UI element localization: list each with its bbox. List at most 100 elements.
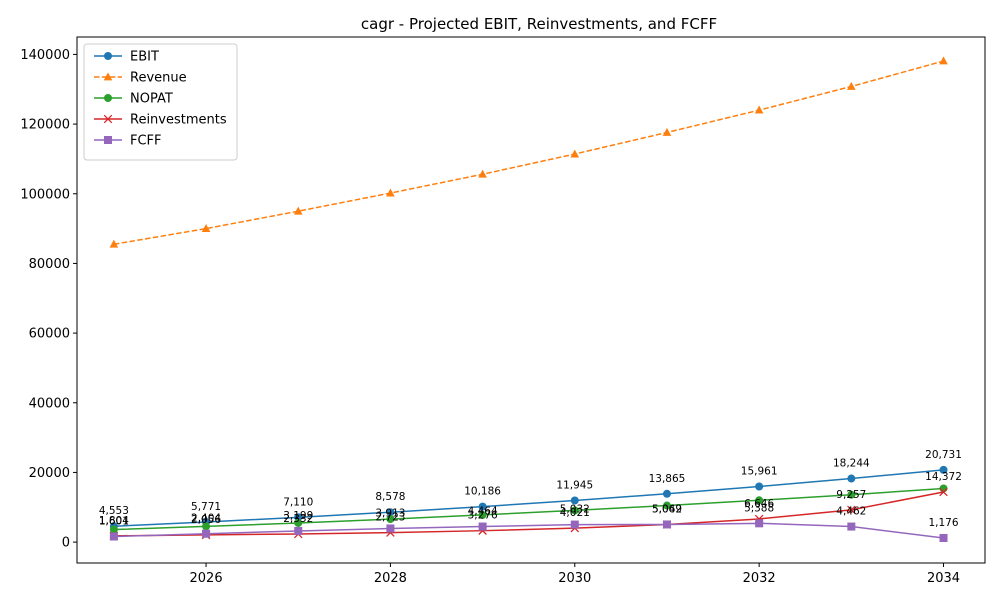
data-point-fcff bbox=[939, 534, 948, 543]
data-point-revenue bbox=[754, 105, 764, 114]
data-point-nopat bbox=[109, 525, 118, 534]
data-label-ebit: 10,186 bbox=[464, 486, 501, 498]
data-point-fcff bbox=[847, 522, 856, 531]
legend-item-reinvestments: Reinvestments bbox=[94, 113, 227, 128]
data-point-nopat bbox=[478, 510, 487, 519]
legend-item-ebit: EBIT bbox=[94, 50, 159, 65]
legend-item-fcff: FCFF bbox=[94, 134, 162, 149]
series-line-revenue bbox=[113, 60, 944, 246]
data-point-revenue bbox=[386, 188, 395, 197]
legend-label: Reinvestments bbox=[130, 113, 227, 128]
data-point-nopat bbox=[662, 501, 671, 510]
data-point-reinvestments bbox=[939, 487, 948, 497]
y-tick-label: 20000 bbox=[29, 466, 70, 481]
data-label-ebit: 20,731 bbox=[925, 449, 962, 461]
data-point-nopat bbox=[570, 506, 579, 515]
data-point-reinvestments bbox=[847, 505, 856, 515]
legend-marker bbox=[104, 94, 112, 102]
data-label-reinvestments: 5,049 bbox=[652, 504, 682, 516]
data-label-ebit: 18,244 bbox=[833, 458, 870, 470]
data-point-fcff bbox=[386, 524, 395, 533]
data-point-revenue bbox=[939, 56, 948, 65]
legend-item-revenue: Revenue bbox=[94, 71, 187, 86]
data-point-fcff bbox=[202, 529, 211, 538]
series-line-ebit bbox=[113, 469, 944, 527]
data-point-nopat bbox=[847, 490, 856, 499]
legend-label: Revenue bbox=[130, 71, 187, 86]
data-point-revenue bbox=[847, 81, 856, 90]
legend-marker bbox=[103, 72, 113, 81]
legend-label: EBIT bbox=[130, 50, 159, 65]
data-label-fcff: 5,062 bbox=[652, 503, 682, 515]
data-label-reinvestments: 2,723 bbox=[375, 512, 405, 524]
axes: 2026 2028 2030 2032 2034 0 20000 40000 60000 8000… bbox=[20, 48, 960, 586]
data-label-fcff: 1,601 bbox=[99, 516, 129, 528]
data-point-fcff bbox=[662, 520, 671, 529]
data-point-fcff bbox=[109, 532, 118, 541]
data-label-fcff: 4,464 bbox=[468, 506, 498, 518]
series-line-reinvestments bbox=[113, 491, 944, 537]
x-tick-label: 2028 bbox=[374, 571, 407, 586]
data-label-ebit: 7,110 bbox=[283, 496, 313, 508]
data-point-ebit bbox=[939, 465, 948, 474]
y-tick-label: 60000 bbox=[29, 327, 70, 342]
data-label-reinvestments: 2,332 bbox=[283, 513, 313, 525]
data-label-reinvestments: 3,276 bbox=[468, 510, 498, 522]
data-label-reinvestments: 14,372 bbox=[925, 471, 962, 483]
data-label-fcff: 5,388 bbox=[744, 502, 774, 514]
data-point-revenue bbox=[662, 127, 672, 136]
data-point-ebit bbox=[386, 508, 395, 517]
data-point-revenue bbox=[478, 169, 487, 178]
series-line-nopat bbox=[113, 487, 944, 531]
data-point-nopat bbox=[202, 522, 211, 531]
x-tick-label: 2030 bbox=[558, 571, 591, 586]
y-tick-label: 80000 bbox=[29, 257, 70, 272]
data-point-fcff bbox=[755, 519, 764, 528]
data-point-ebit bbox=[662, 489, 671, 498]
data-label-fcff: 5,032 bbox=[560, 504, 590, 516]
data-label-ebit: 13,865 bbox=[649, 473, 686, 485]
y-tick-label: 0 bbox=[62, 536, 70, 551]
data-label-reinvestments: 6,646 bbox=[744, 498, 774, 510]
legend-label: NOPAT bbox=[130, 92, 173, 107]
data-label-ebit: 15,961 bbox=[741, 466, 778, 478]
data-point-fcff bbox=[478, 522, 487, 531]
series-ebit: 4,553 5,771 7,110 8,578 10,186 11,945 13,865 15… bbox=[99, 449, 962, 531]
data-point-fcff bbox=[294, 526, 303, 535]
data-label-ebit: 11,945 bbox=[556, 479, 593, 491]
legend-marker bbox=[104, 136, 112, 144]
data-label-fcff: 3,199 bbox=[283, 510, 313, 522]
data-point-ebit bbox=[478, 502, 487, 511]
x-tick-label: 2026 bbox=[190, 571, 223, 586]
data-point-ebit bbox=[294, 513, 303, 522]
data-point-ebit bbox=[755, 482, 764, 491]
legend-item-nopat: NOPAT bbox=[94, 92, 173, 107]
data-label-reinvestments: 4,021 bbox=[560, 507, 590, 519]
y-tick-label: 40000 bbox=[29, 396, 70, 411]
legend-label: FCFF bbox=[130, 134, 162, 149]
data-label-ebit: 5,771 bbox=[191, 501, 221, 513]
data-label-fcff: 1,176 bbox=[928, 517, 958, 529]
y-tick-label: 120000 bbox=[20, 118, 70, 133]
legend-box bbox=[83, 43, 238, 161]
data-point-ebit bbox=[570, 496, 579, 505]
data-point-fcff bbox=[570, 520, 579, 529]
legend-marker bbox=[104, 52, 112, 60]
y-tick-label: 140000 bbox=[20, 48, 70, 63]
data-point-revenue bbox=[201, 223, 211, 232]
series-fcff: 1,601 2,404 3,199 3,913 4,464 5,032 5,062 5,388… bbox=[99, 502, 959, 543]
series-revenue bbox=[109, 56, 948, 248]
data-label-fcff: 3,913 bbox=[375, 507, 405, 519]
x-tick-label: 2032 bbox=[743, 571, 776, 586]
data-point-revenue bbox=[570, 149, 580, 158]
series-nopat bbox=[109, 484, 948, 534]
legend: EBIT Revenue NOPAT Reinvestments FCFF bbox=[83, 43, 238, 161]
data-point-ebit bbox=[847, 474, 856, 483]
series-reinvestments: 1,804 2,056 2,332 2,723 3,276 4,021 5,049 6,646… bbox=[99, 471, 962, 541]
data-point-nopat bbox=[755, 496, 764, 505]
data-label-reinvestments: 9,257 bbox=[836, 489, 866, 501]
data-point-nopat bbox=[386, 515, 395, 524]
data-label-reinvestments: 1,804 bbox=[99, 515, 129, 527]
data-label-fcff: 4,462 bbox=[836, 506, 866, 518]
